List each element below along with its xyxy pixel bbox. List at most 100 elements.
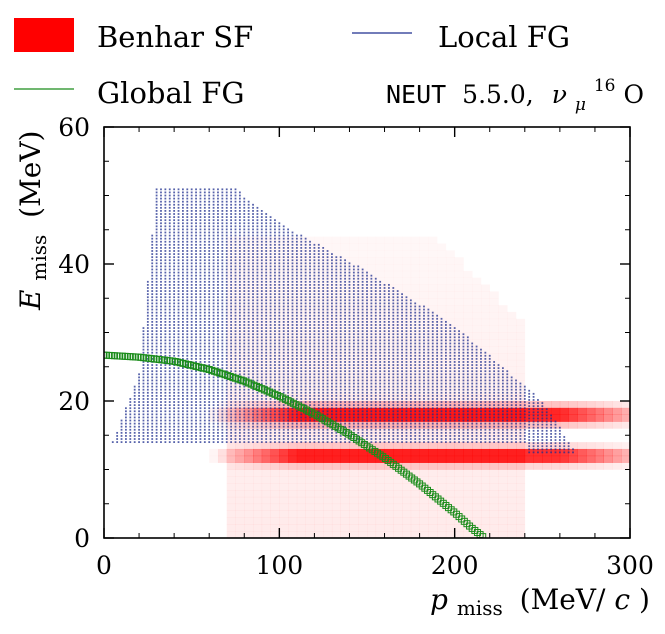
local-fg-cell xyxy=(291,407,294,410)
local-fg-cell xyxy=(177,317,180,320)
local-fg-cell xyxy=(331,357,333,360)
local-fg-cell xyxy=(168,216,171,218)
benhar-sf-cell xyxy=(244,531,254,538)
local-fg-cell xyxy=(155,394,158,397)
local-fg-cell xyxy=(164,314,167,317)
local-fg-cell xyxy=(182,268,184,271)
local-fg-cell xyxy=(151,296,154,299)
local-fg-cell xyxy=(186,271,189,274)
benhar-sf-cell xyxy=(375,476,385,484)
local-fg-cell xyxy=(331,410,333,413)
local-fg-cell xyxy=(208,382,211,385)
local-fg-cell xyxy=(291,265,294,268)
local-fg-cell xyxy=(335,394,338,397)
local-fg-cell xyxy=(186,268,189,271)
benhar-sf-cell xyxy=(420,264,429,271)
benhar-sf-cell xyxy=(455,278,464,285)
local-fg-cell xyxy=(151,287,154,289)
local-fg-cell xyxy=(173,240,176,243)
benhar-sf-cell xyxy=(393,524,403,532)
local-fg-cell xyxy=(221,293,224,296)
local-fg-cell xyxy=(326,311,329,314)
local-fg-cell xyxy=(247,410,250,413)
local-fg-cell xyxy=(155,320,158,323)
local-fg-cell xyxy=(186,305,189,308)
benhar-sf-cell xyxy=(314,237,323,244)
local-fg-cell xyxy=(247,234,250,237)
local-fg-cell xyxy=(326,348,329,351)
benhar-sf-cell xyxy=(288,510,298,518)
local-fg-cell xyxy=(190,428,193,431)
local-fg-cell xyxy=(287,407,289,410)
benhar-sf-cell xyxy=(472,394,482,402)
local-fg-cell xyxy=(269,438,272,440)
benhar-sf-cell xyxy=(455,264,464,271)
local-fg-cell xyxy=(304,441,307,443)
local-fg-cell xyxy=(186,410,189,413)
local-fg-cell xyxy=(133,431,136,434)
benhar-sf-cell xyxy=(393,503,403,511)
benhar-sf-cell xyxy=(331,517,341,525)
benhar-sf-cell xyxy=(253,442,263,450)
local-fg-cell xyxy=(300,348,303,351)
benhar-sf-cell xyxy=(498,490,508,498)
local-fg-cell xyxy=(160,225,162,228)
local-fg-cell xyxy=(304,247,307,249)
local-fg-cell xyxy=(221,398,224,400)
local-fg-cell xyxy=(295,240,298,243)
local-fg-cell xyxy=(278,336,281,339)
benhar-sf-cell xyxy=(331,455,341,463)
local-fg-cell xyxy=(168,287,171,289)
local-fg-cell xyxy=(230,441,233,443)
local-fg-cell xyxy=(168,419,171,422)
local-fg-cell xyxy=(195,391,197,394)
local-fg-cell xyxy=(243,373,246,376)
local-fg-cell xyxy=(247,336,250,339)
local-fg-cell xyxy=(326,259,329,262)
local-fg-cell xyxy=(326,428,329,431)
local-fg-cell xyxy=(199,262,202,265)
local-fg-cell xyxy=(164,327,167,329)
local-fg-cell xyxy=(230,391,233,394)
benhar-sf-cell xyxy=(235,531,245,538)
local-fg-cell xyxy=(164,299,167,302)
local-fg-cell xyxy=(304,407,307,410)
local-fg-cell xyxy=(313,247,316,249)
local-fg-cell xyxy=(160,277,162,280)
benhar-sf-cell xyxy=(323,243,332,250)
local-fg-cell xyxy=(190,407,193,410)
local-fg-cell xyxy=(164,336,167,339)
local-fg-cell xyxy=(243,293,246,296)
local-fg-cell xyxy=(243,342,246,345)
benhar-sf-cell xyxy=(419,524,429,532)
local-fg-cell xyxy=(155,327,158,329)
local-fg-cell xyxy=(300,296,303,299)
local-fg-cell xyxy=(146,339,149,342)
local-fg-cell xyxy=(282,339,285,342)
local-fg-cell xyxy=(252,438,254,440)
local-fg-cell xyxy=(164,256,167,259)
local-fg-cell xyxy=(256,290,259,292)
local-fg-cell xyxy=(252,213,254,215)
benhar-sf-cell xyxy=(253,524,263,532)
benhar-sf-cell xyxy=(420,291,429,298)
benhar-sf-cell xyxy=(428,394,438,402)
local-fg-cell xyxy=(212,302,215,305)
local-fg-cell xyxy=(304,438,307,440)
local-fg-cell xyxy=(256,422,259,425)
benhar-sf-cell xyxy=(507,421,517,429)
local-fg-cell xyxy=(203,382,206,385)
local-fg-cell xyxy=(168,416,171,419)
local-fg-cell xyxy=(177,327,180,329)
local-fg-cell xyxy=(234,250,237,252)
local-fg-cell xyxy=(221,410,224,413)
local-fg-cell xyxy=(173,219,176,222)
local-fg-cell xyxy=(322,388,325,391)
local-fg-cell xyxy=(238,336,241,339)
local-fg-cell xyxy=(186,413,189,416)
local-fg-cell xyxy=(164,228,167,231)
benhar-sf-cell xyxy=(594,421,604,429)
local-fg-cell xyxy=(212,314,215,317)
local-fg-cell xyxy=(300,330,303,333)
benhar-sf-cell xyxy=(323,490,333,498)
